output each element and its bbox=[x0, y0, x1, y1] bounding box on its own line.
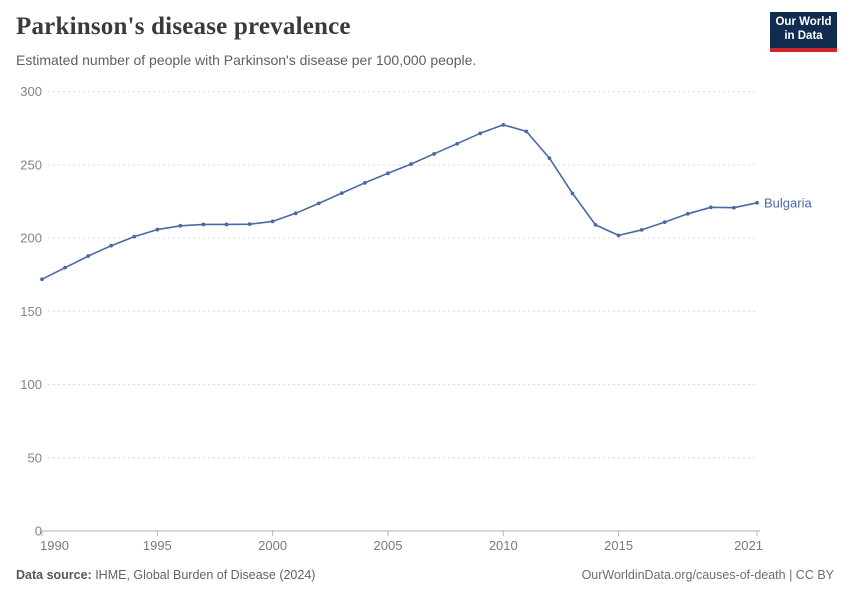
data-point bbox=[339, 191, 344, 196]
data-point bbox=[363, 180, 367, 185]
data-point bbox=[501, 122, 506, 127]
y-axis-tick-label: 150 bbox=[20, 304, 42, 319]
data-point bbox=[155, 227, 160, 232]
page-title: Parkinson's disease prevalence bbox=[16, 13, 351, 40]
data-point bbox=[201, 222, 206, 227]
y-axis-tick-label: 50 bbox=[28, 450, 42, 465]
data-point bbox=[455, 141, 460, 146]
owid-logo-line1: Our World bbox=[775, 16, 832, 29]
x-axis-tick-label: 2021 bbox=[734, 538, 763, 553]
data-point bbox=[247, 222, 252, 227]
owid-citation-link[interactable]: OurWorldinData.org/causes-of-death | CC … bbox=[581, 568, 834, 582]
series-line-bulgaria bbox=[41, 124, 758, 280]
data-point bbox=[478, 131, 483, 136]
y-axis-tick-label: 300 bbox=[20, 84, 42, 99]
data-point bbox=[732, 205, 736, 210]
page-subtitle: Estimated number of people with Parkinso… bbox=[16, 52, 477, 68]
data-point bbox=[755, 200, 759, 205]
x-axis-tick-label: 2005 bbox=[374, 538, 403, 553]
data-point bbox=[639, 227, 644, 232]
data-point bbox=[316, 201, 321, 206]
owid-logo-line2: in Data bbox=[784, 30, 823, 42]
data-point bbox=[109, 243, 114, 248]
x-axis-tick-label: 2010 bbox=[489, 538, 518, 553]
owid-logo[interactable]: Our World in Data bbox=[770, 12, 837, 52]
data-point bbox=[662, 220, 667, 225]
y-axis-tick-label: 0 bbox=[35, 524, 42, 539]
data-point bbox=[547, 156, 552, 160]
chart-footer: Data source: IHME, Global Burden of Dise… bbox=[16, 568, 834, 582]
data-source-label: Data source: bbox=[16, 568, 92, 582]
data-point bbox=[132, 234, 137, 239]
data-point bbox=[685, 211, 690, 216]
data-point bbox=[293, 211, 298, 216]
series-end-label-bulgaria: Bulgaria bbox=[764, 195, 812, 210]
y-axis-tick-label: 200 bbox=[20, 231, 42, 246]
y-axis-tick-label: 250 bbox=[20, 157, 42, 172]
data-point bbox=[593, 222, 598, 227]
x-axis-tick-label: 2000 bbox=[258, 538, 287, 553]
data-point bbox=[178, 223, 183, 228]
data-point bbox=[409, 162, 413, 167]
data-point bbox=[524, 129, 529, 134]
data-point bbox=[224, 222, 229, 227]
data-point bbox=[616, 233, 621, 238]
data-point bbox=[432, 151, 436, 156]
data-point bbox=[270, 219, 275, 224]
x-axis-tick-label: 1990 bbox=[40, 538, 69, 553]
x-axis-tick-label: 1995 bbox=[143, 538, 172, 553]
data-source-note: Data source: IHME, Global Burden of Dise… bbox=[16, 568, 315, 582]
data-point bbox=[63, 265, 67, 270]
data-point bbox=[86, 254, 91, 258]
x-axis-tick-label: 2015 bbox=[604, 538, 633, 553]
data-point bbox=[570, 191, 575, 196]
data-point bbox=[40, 277, 44, 282]
data-point bbox=[708, 205, 713, 210]
data-source-text: IHME, Global Burden of Disease (2024) bbox=[91, 568, 316, 582]
data-point bbox=[386, 171, 390, 176]
y-axis-tick-label: 100 bbox=[20, 377, 42, 392]
